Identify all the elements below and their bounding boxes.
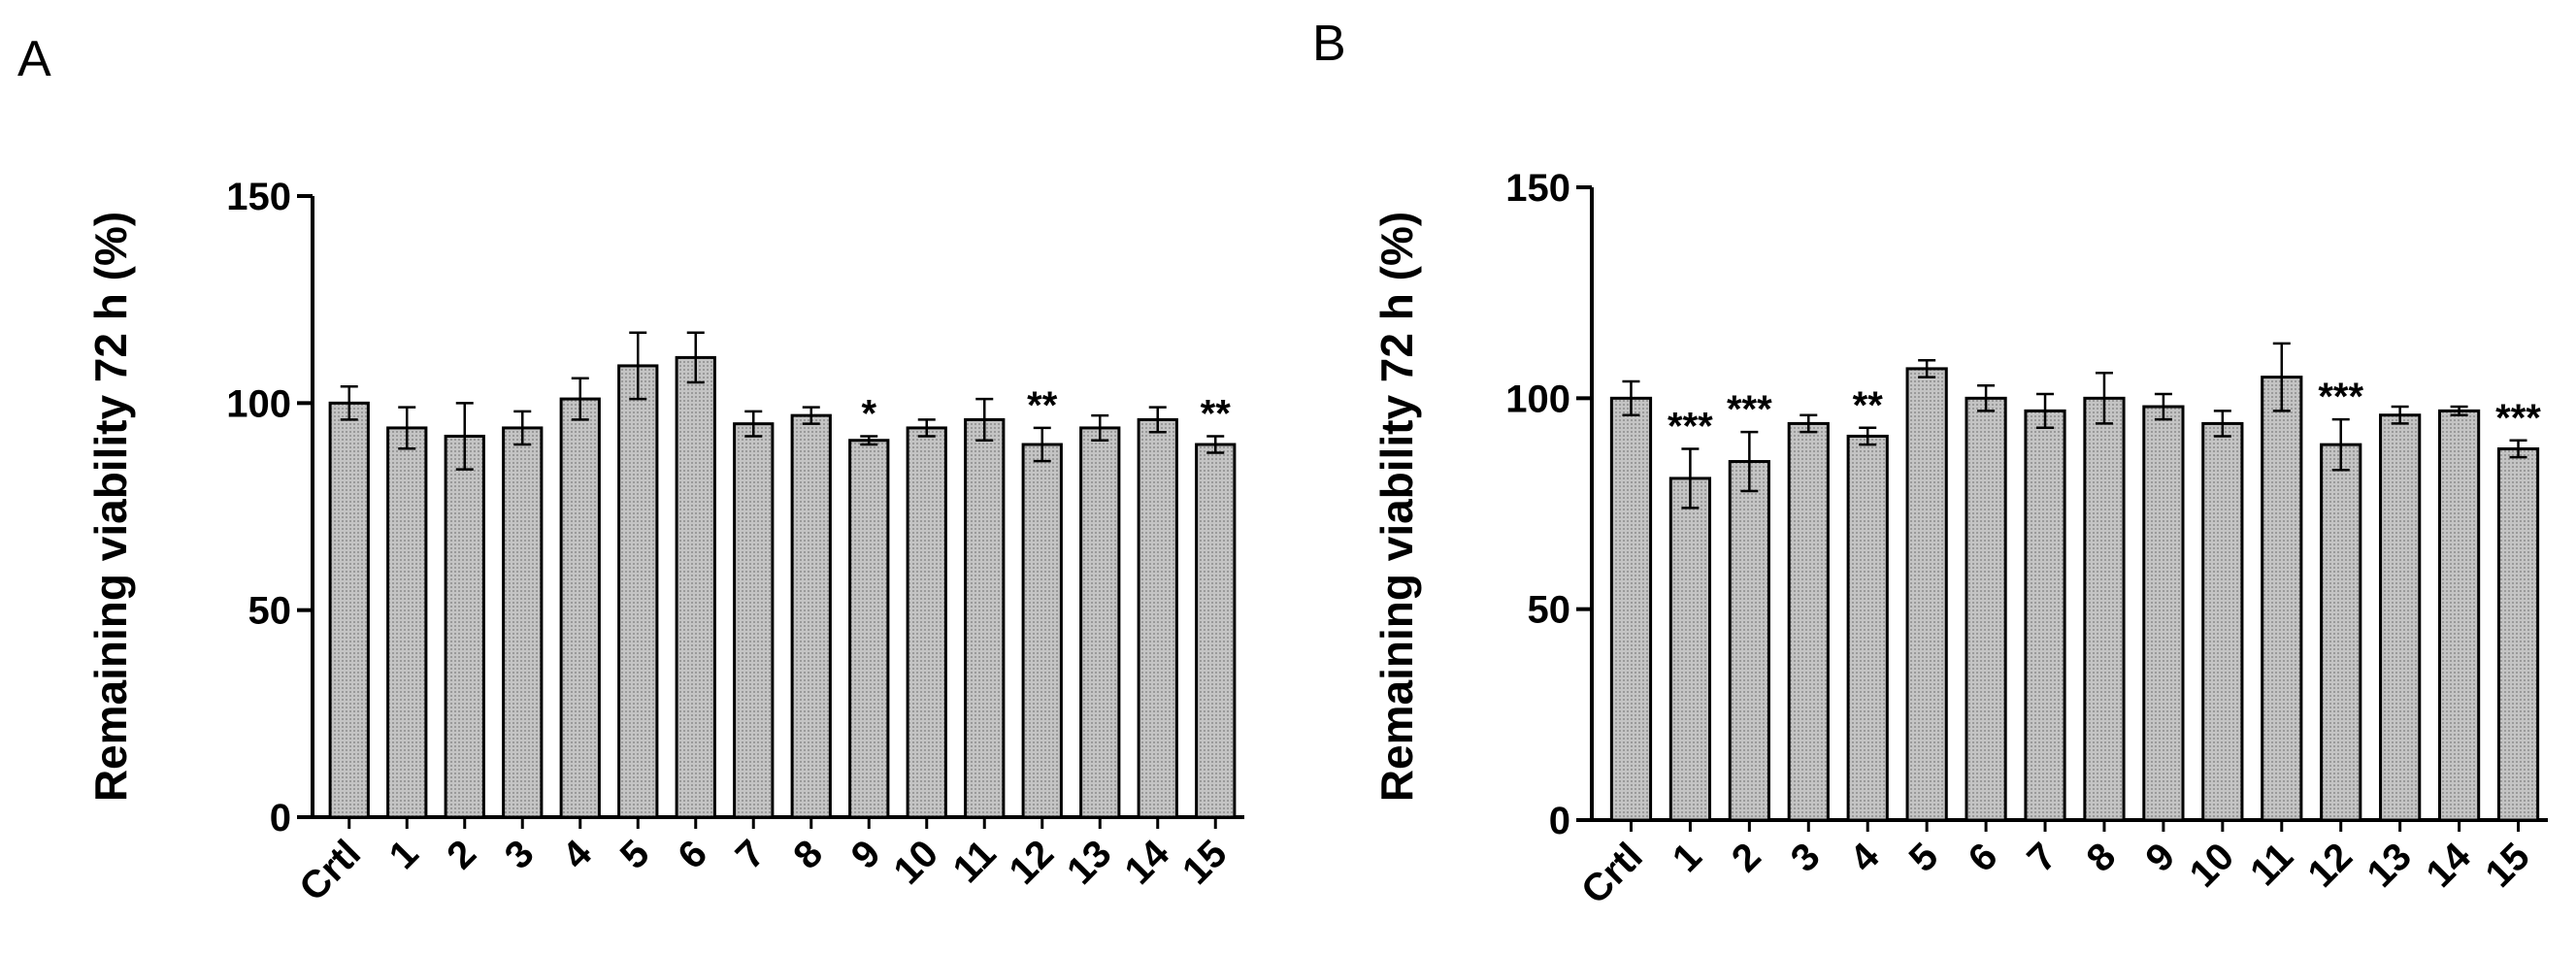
bar — [1965, 396, 2007, 822]
x-tick-label: 7 — [2020, 835, 2065, 880]
significance-label: *** — [1727, 388, 1772, 431]
x-tick-label: 1 — [1665, 835, 1710, 880]
panel-a: A Remaining viability 72 h (%) 0 50 100 150 Cr… — [17, 31, 1244, 909]
y-tick-label: 150 — [226, 176, 291, 218]
bar — [1846, 434, 1889, 822]
x-tick-label: 6 — [670, 832, 715, 877]
bar — [328, 401, 370, 819]
bar — [1021, 443, 1063, 819]
x-tick-label: 8 — [785, 832, 831, 877]
y-tick-label: 100 — [226, 382, 291, 425]
bar — [964, 417, 1006, 819]
bar — [1609, 396, 1653, 822]
x-tick-label: Crtl — [291, 832, 369, 909]
panel-label: A — [17, 31, 51, 87]
bar — [675, 355, 716, 819]
significance-label: *** — [2495, 397, 2541, 440]
bar — [733, 422, 775, 819]
bar — [1787, 421, 1830, 822]
x-tick-label: 9 — [843, 832, 889, 877]
y-tick-label: 100 — [1505, 378, 1570, 420]
bar — [2083, 396, 2126, 822]
x-tick-label: 2 — [439, 832, 484, 877]
x-tick-label: 11 — [945, 832, 1005, 891]
x-tick-label: 15 — [1174, 832, 1236, 893]
y-axis-label: Remaining viability 72 h (%) — [85, 212, 136, 802]
bar — [2142, 405, 2185, 822]
x-tick-label: 3 — [1783, 835, 1829, 880]
x-tick-label: 6 — [1961, 835, 2006, 880]
panel-b: B Remaining viability 72 h (%) 0 50 100 150 Cr… — [1312, 16, 2548, 912]
bar — [2320, 443, 2362, 822]
x-tick-label: 12 — [2300, 835, 2361, 896]
bar — [1079, 426, 1121, 819]
bar — [444, 434, 485, 819]
bar — [848, 439, 890, 819]
x-tick-label: 14 — [1117, 832, 1178, 893]
x-tick-label: 15 — [2477, 835, 2538, 896]
bar — [502, 426, 544, 819]
significance-label: *** — [2318, 376, 2363, 418]
x-tick-label: 4 — [554, 832, 600, 877]
x-tick-label: 5 — [612, 832, 658, 877]
bar — [2201, 421, 2244, 822]
bar — [2379, 413, 2422, 822]
y-tick-label: 50 — [248, 590, 292, 633]
x-tick-label: 5 — [1901, 835, 1947, 880]
x-tick-label: 10 — [886, 832, 947, 893]
x-tick-label: 2 — [1724, 835, 1769, 880]
x-tick-label: 11 — [2242, 835, 2301, 894]
significance-label: *** — [1668, 405, 1713, 447]
bar — [2261, 376, 2303, 822]
significance-label: ** — [1027, 384, 1058, 427]
x-tick-label: 7 — [728, 832, 774, 877]
x-tick-label: 1 — [381, 832, 427, 877]
x-tick-label: 12 — [1002, 832, 1063, 893]
x-tick-label: 8 — [2078, 835, 2124, 880]
panel-label: B — [1312, 16, 1346, 72]
y-tick-label: 50 — [1528, 589, 1571, 632]
x-tick-label: 4 — [1842, 835, 1888, 880]
bar — [1137, 417, 1178, 819]
bar — [617, 364, 659, 819]
significance-label: * — [861, 392, 876, 435]
y-tick-label: 0 — [270, 797, 291, 839]
bar — [1728, 460, 1770, 822]
x-tick-label: 3 — [497, 832, 543, 877]
bar — [1668, 477, 1712, 822]
bar — [1905, 367, 1948, 822]
bar — [1195, 443, 1237, 819]
y-tick-label: 150 — [1505, 167, 1570, 210]
bar — [386, 426, 428, 819]
bar — [906, 426, 947, 819]
y-axis-label: Remaining viability 72 h (%) — [1371, 212, 1422, 802]
significance-label: ** — [1853, 384, 1884, 427]
x-tick-label: 9 — [2137, 835, 2183, 880]
bar — [2024, 409, 2066, 822]
x-tick-label: 10 — [2182, 835, 2243, 896]
bar — [2437, 409, 2481, 822]
bar — [2496, 446, 2540, 822]
y-tick-label: 0 — [1549, 800, 1570, 842]
bar — [559, 397, 601, 819]
x-tick-label: Crtl — [1573, 835, 1651, 912]
significance-label: ** — [1201, 392, 1232, 435]
x-tick-label: 14 — [2418, 835, 2479, 896]
x-tick-label: 13 — [2359, 835, 2420, 896]
bar — [790, 413, 832, 819]
x-tick-label: 13 — [1059, 832, 1120, 893]
